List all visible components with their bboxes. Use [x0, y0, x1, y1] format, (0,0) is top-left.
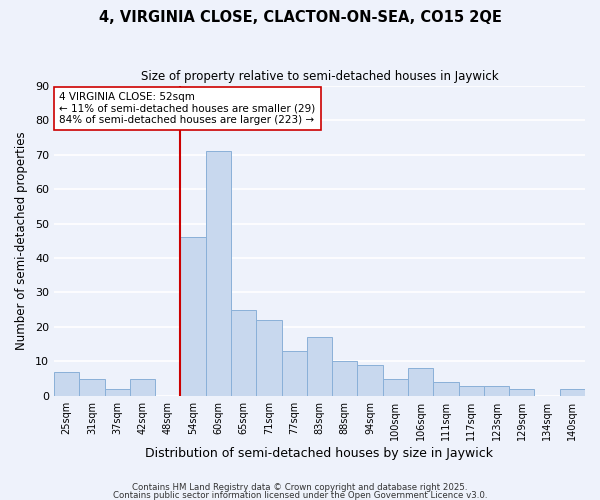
Text: 4, VIRGINIA CLOSE, CLACTON-ON-SEA, CO15 2QE: 4, VIRGINIA CLOSE, CLACTON-ON-SEA, CO15 … — [98, 10, 502, 25]
Title: Size of property relative to semi-detached houses in Jaywick: Size of property relative to semi-detach… — [140, 70, 498, 83]
Bar — [281, 351, 307, 396]
Bar — [206, 151, 231, 396]
Bar — [130, 378, 155, 396]
Bar — [433, 382, 458, 396]
Bar — [181, 238, 206, 396]
Y-axis label: Number of semi-detached properties: Number of semi-detached properties — [15, 132, 28, 350]
Text: 4 VIRGINIA CLOSE: 52sqm
← 11% of semi-detached houses are smaller (29)
84% of se: 4 VIRGINIA CLOSE: 52sqm ← 11% of semi-de… — [59, 92, 316, 125]
Bar — [54, 372, 79, 396]
Bar — [79, 378, 104, 396]
Bar — [231, 310, 256, 396]
Bar — [509, 389, 535, 396]
Bar — [358, 365, 383, 396]
Bar — [408, 368, 433, 396]
Bar — [484, 386, 509, 396]
Bar — [104, 389, 130, 396]
Bar — [332, 362, 358, 396]
Bar — [458, 386, 484, 396]
Bar — [383, 378, 408, 396]
Text: Contains HM Land Registry data © Crown copyright and database right 2025.: Contains HM Land Registry data © Crown c… — [132, 484, 468, 492]
Text: Contains public sector information licensed under the Open Government Licence v3: Contains public sector information licen… — [113, 490, 487, 500]
X-axis label: Distribution of semi-detached houses by size in Jaywick: Distribution of semi-detached houses by … — [145, 447, 493, 460]
Bar — [307, 338, 332, 396]
Bar — [256, 320, 281, 396]
Bar — [560, 389, 585, 396]
